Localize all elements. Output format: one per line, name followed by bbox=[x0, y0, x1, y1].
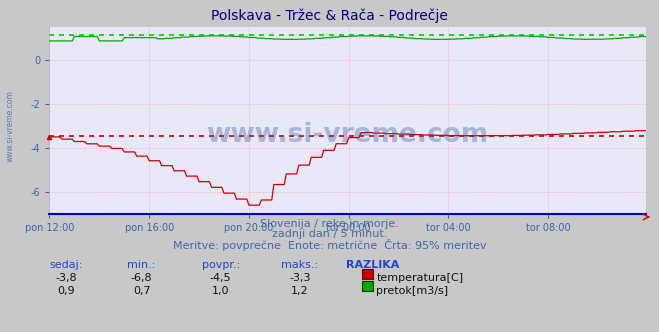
Text: min.:: min.: bbox=[127, 260, 156, 270]
Text: sedaj:: sedaj: bbox=[49, 260, 82, 270]
Text: 1,0: 1,0 bbox=[212, 286, 229, 295]
Text: www.si-vreme.com: www.si-vreme.com bbox=[5, 90, 14, 162]
Text: -4,5: -4,5 bbox=[210, 273, 231, 283]
Text: Polskava - Tržec & Rača - Podrečje: Polskava - Tržec & Rača - Podrečje bbox=[211, 8, 448, 23]
Text: temperatura[C]: temperatura[C] bbox=[376, 273, 463, 283]
Text: pretok[m3/s]: pretok[m3/s] bbox=[376, 286, 448, 295]
Text: 0,7: 0,7 bbox=[133, 286, 150, 295]
Text: 1,2: 1,2 bbox=[291, 286, 308, 295]
Text: -3,8: -3,8 bbox=[55, 273, 76, 283]
Text: maks.:: maks.: bbox=[281, 260, 318, 270]
Text: povpr.:: povpr.: bbox=[202, 260, 240, 270]
Text: Meritve: povprečne  Enote: metrične  Črta: 95% meritev: Meritve: povprečne Enote: metrične Črta:… bbox=[173, 239, 486, 251]
Text: zadnji dan / 5 minut.: zadnji dan / 5 minut. bbox=[272, 229, 387, 239]
Text: RAZLIKA: RAZLIKA bbox=[346, 260, 399, 270]
Text: www.si-vreme.com: www.si-vreme.com bbox=[206, 123, 489, 148]
Text: -6,8: -6,8 bbox=[131, 273, 152, 283]
Text: -3,3: -3,3 bbox=[289, 273, 310, 283]
Text: Slovenija / reke in morje.: Slovenija / reke in morje. bbox=[260, 219, 399, 229]
Text: 0,9: 0,9 bbox=[57, 286, 74, 295]
